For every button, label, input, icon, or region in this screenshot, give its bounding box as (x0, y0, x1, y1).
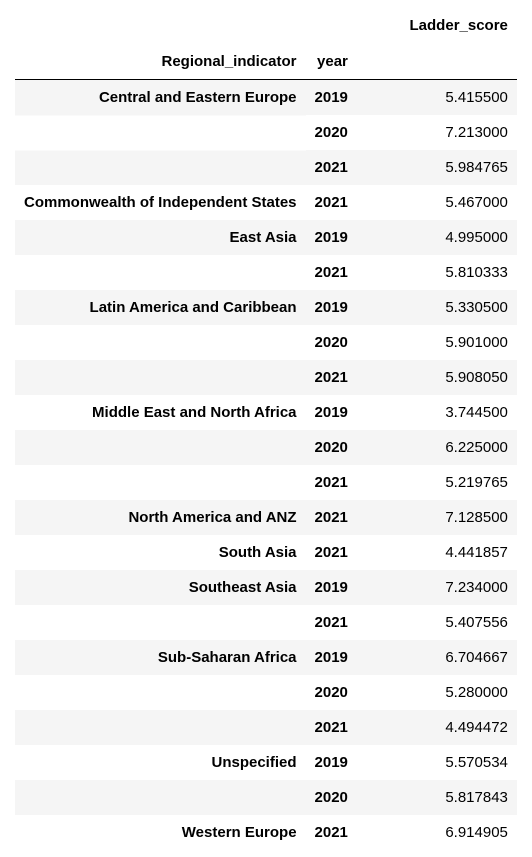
table-row: South Asia 2021 4.441857 (15, 535, 517, 570)
row-label-regional-indicator: Southeast Asia (15, 570, 306, 640)
cell-ladder-score: 3.744500 (356, 395, 517, 430)
table-row: 2020 7.213000 (15, 115, 517, 150)
row-label-regional-indicator: East Asia (15, 220, 306, 290)
table-row: 2021 4.494472 (15, 710, 517, 745)
cell-ladder-score: 6.704667 (356, 640, 517, 675)
table-row: 2020 5.901000 (15, 325, 517, 360)
table-row: North America and ANZ 2021 7.128500 (15, 500, 517, 535)
table-row: 2020 6.225000 (15, 430, 517, 465)
row-label-regional-indicator: Unspecified (15, 745, 306, 815)
cell-ladder-score: 7.234000 (356, 570, 517, 605)
row-label-year: 2021 (305, 150, 357, 185)
row-label-regional-indicator: Central and Eastern Europe (15, 79, 306, 185)
cell-ladder-score: 5.407556 (356, 605, 517, 640)
cell-ladder-score: 5.415500 (356, 79, 517, 115)
row-label-year: 2020 (305, 675, 357, 710)
column-header-ladder-score: Ladder_score (409, 16, 508, 34)
row-label-year: 2019 (305, 570, 357, 605)
row-label-regional-indicator: Commonwealth of Independent States (15, 185, 306, 220)
cell-ladder-score: 7.213000 (356, 115, 517, 150)
row-label-year: 2021 (305, 360, 357, 395)
row-label-year: 2019 (305, 290, 357, 325)
row-label-year: 2021 (305, 500, 357, 535)
row-label-year: 2021 (305, 255, 357, 290)
table-row: Middle East and North Africa 2019 3.744500 (15, 395, 517, 500)
table-row: Sub-Saharan Africa 2019 6.704667 (15, 640, 517, 745)
row-label-year: 2020 (305, 325, 357, 360)
cell-ladder-score: 5.810333 (356, 255, 517, 290)
index-name-regional-indicator: Regional_indicator (15, 43, 306, 80)
table-row: Southeast Asia 2019 7.234000 (15, 570, 517, 640)
row-label-regional-indicator: Sub-Saharan Africa (15, 640, 306, 745)
table-row: Unspecified 2019 5.570534 (15, 745, 517, 815)
row-label-regional-indicator: Middle East and North Africa (15, 395, 306, 500)
cell-ladder-score: 5.908050 (356, 360, 517, 395)
row-label-year: 2019 (305, 220, 357, 255)
row-label-year: 2021 (305, 815, 357, 850)
cell-ladder-score: 7.128500 (356, 500, 517, 535)
row-label-year: 2019 (305, 640, 357, 675)
cell-ladder-score: 4.494472 (356, 710, 517, 745)
cell-ladder-score: 5.817843 (356, 780, 517, 815)
header-blank-cell (356, 43, 517, 80)
row-label-year: 2020 (305, 780, 357, 815)
row-label-year: 2020 (305, 430, 357, 465)
table-row: Western Europe 2021 6.914905 (15, 815, 517, 850)
header-blank-cell (15, 7, 306, 43)
table-header: Ladder_score Regional_indicator year (15, 7, 517, 80)
row-label-year: 2021 (305, 535, 357, 570)
table-row: 2021 5.908050 (15, 360, 517, 395)
table-row: Commonwealth of Independent States 2021 5.… (15, 185, 517, 220)
row-label-year: 2021 (305, 185, 357, 220)
cell-ladder-score: 5.467000 (356, 185, 517, 220)
row-label-year: 2021 (305, 605, 357, 640)
table-row: 2021 5.407556 (15, 605, 517, 640)
row-label-year: 2019 (305, 79, 357, 115)
dataframe-table: Ladder_score Regional_indicator year Cen… (15, 7, 517, 850)
cell-ladder-score: 6.225000 (356, 430, 517, 465)
row-label-year: 2020 (305, 115, 357, 150)
table-row: 2021 5.219765 (15, 465, 517, 500)
header-blank-cell (306, 7, 357, 43)
table-row: Central and Eastern Europe 2019 5.415500 (15, 79, 517, 185)
row-label-year: 2019 (305, 745, 357, 780)
table-row: 2021 5.810333 (15, 255, 517, 290)
header-row-index-names: Regional_indicator year (15, 43, 517, 80)
table-body: Central and Eastern Europe 2019 5.415500 20… (15, 79, 517, 850)
index-name-year: year (305, 43, 357, 80)
row-label-year: 2021 (305, 465, 357, 500)
cell-ladder-score: 6.914905 (356, 815, 517, 850)
table-row: 2020 5.280000 (15, 675, 517, 710)
cell-ladder-score: 5.219765 (356, 465, 517, 500)
cell-ladder-score: 5.330500 (356, 290, 517, 325)
row-label-year: 2019 (305, 395, 357, 430)
table-row: 2020 5.817843 (15, 780, 517, 815)
cell-ladder-score: 5.901000 (356, 325, 517, 360)
table-row: Latin America and Caribbean 2019 5.330500 (15, 290, 517, 395)
header-row-columns: Ladder_score (15, 7, 517, 43)
cell-ladder-score: 5.984765 (356, 150, 517, 185)
row-label-regional-indicator: Latin America and Caribbean (15, 290, 306, 395)
cell-ladder-score: 4.441857 (356, 535, 517, 570)
cell-ladder-score: 5.570534 (356, 745, 517, 780)
row-label-regional-indicator: North America and ANZ (15, 500, 306, 535)
table-row: 2021 5.984765 (15, 150, 517, 185)
row-label-regional-indicator: Western Europe (15, 815, 306, 850)
cell-ladder-score: 4.995000 (356, 220, 517, 255)
row-label-regional-indicator: South Asia (15, 535, 306, 570)
table-row: East Asia 2019 4.995000 (15, 220, 517, 290)
row-label-year: 2021 (305, 710, 357, 745)
cell-ladder-score: 5.280000 (356, 675, 517, 710)
